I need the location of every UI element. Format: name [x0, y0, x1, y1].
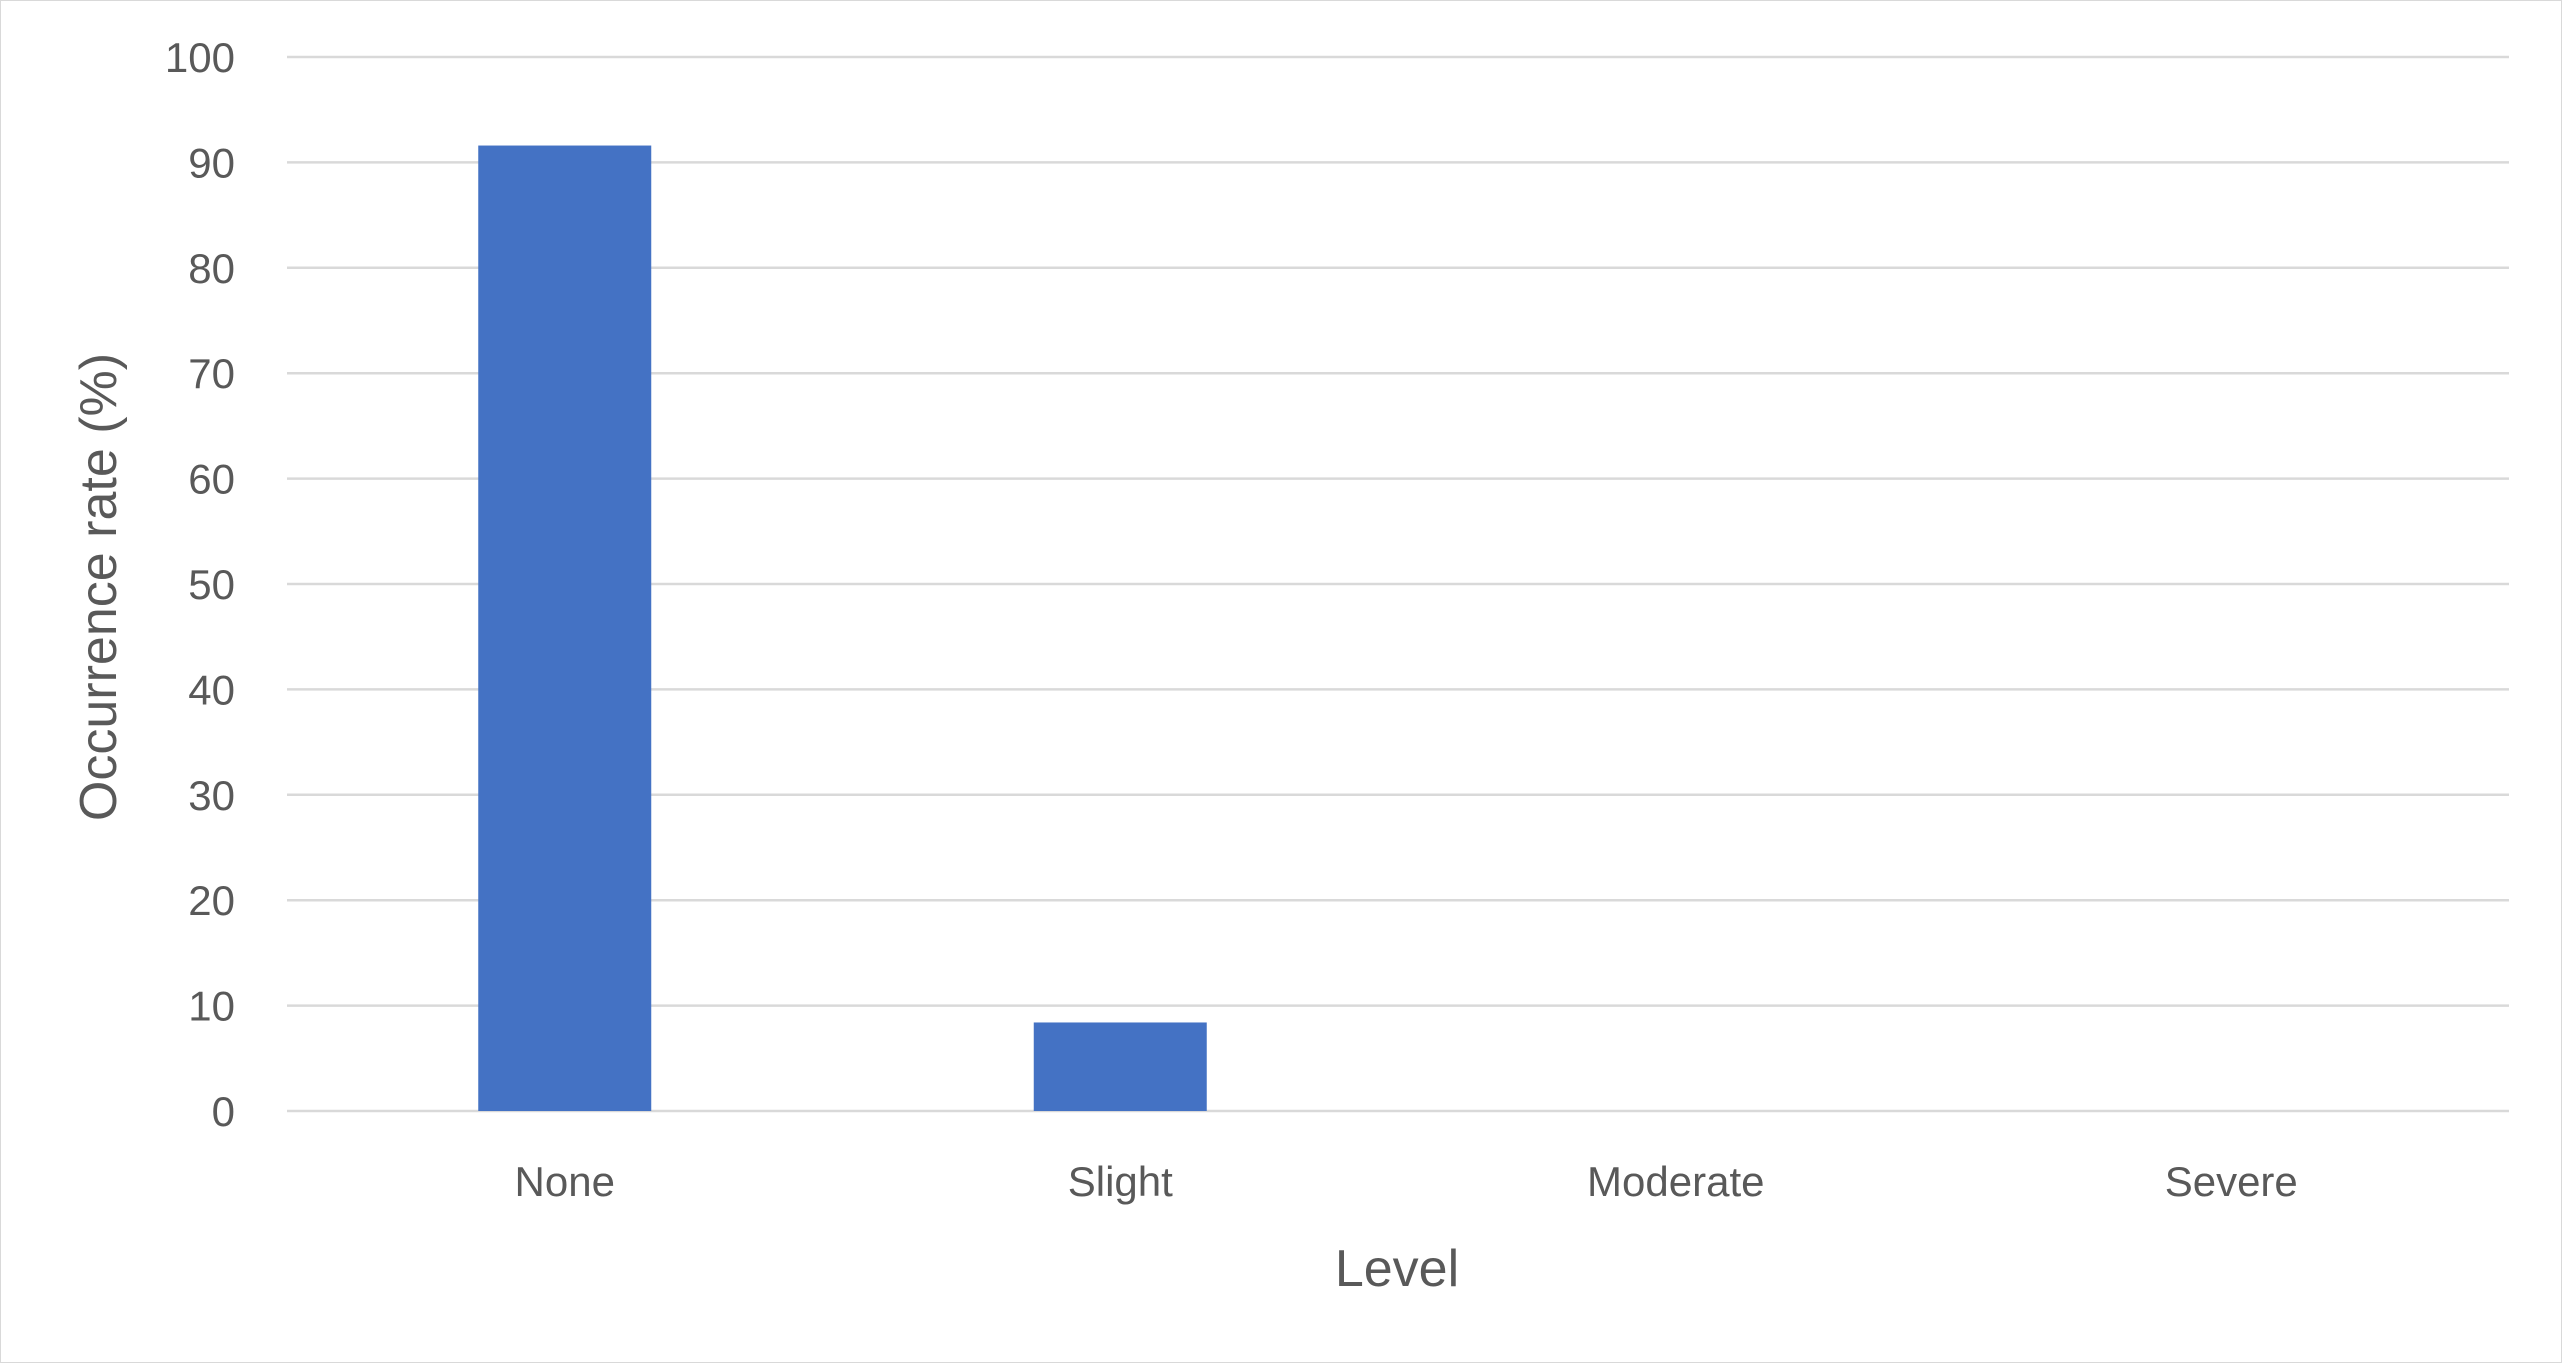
y-tick-label: 90	[188, 139, 235, 186]
bar-slight	[1033, 1022, 1207, 1111]
y-tick-label: 40	[188, 666, 235, 713]
y-tick-label: 70	[188, 350, 235, 397]
x-tick-label: Slight	[1068, 1158, 1173, 1205]
gridlines	[287, 55, 2509, 1113]
bar-none	[478, 145, 652, 1111]
y-tick-label: 20	[188, 877, 235, 924]
y-tick-label: 100	[165, 34, 235, 81]
y-tick-label: 10	[188, 983, 235, 1030]
x-tick-label: Moderate	[1587, 1158, 1764, 1205]
y-tick-label: 80	[188, 245, 235, 292]
x-tick-label: None	[515, 1158, 615, 1205]
x-axis-ticks: None Slight Moderate Severe	[515, 1158, 2298, 1205]
y-tick-label: 0	[212, 1088, 235, 1135]
x-axis-title: Level	[1335, 1240, 1459, 1298]
y-tick-label: 30	[188, 772, 235, 819]
y-tick-label: 60	[188, 456, 235, 503]
y-axis-ticks: 0 10 20 30 40 50 60 70 80 90 100	[165, 34, 235, 1135]
y-axis-title: Occurrence rate (%)	[70, 353, 128, 821]
bars	[478, 145, 1207, 1111]
y-tick-label: 50	[188, 561, 235, 608]
x-tick-label: Severe	[2165, 1158, 2298, 1205]
